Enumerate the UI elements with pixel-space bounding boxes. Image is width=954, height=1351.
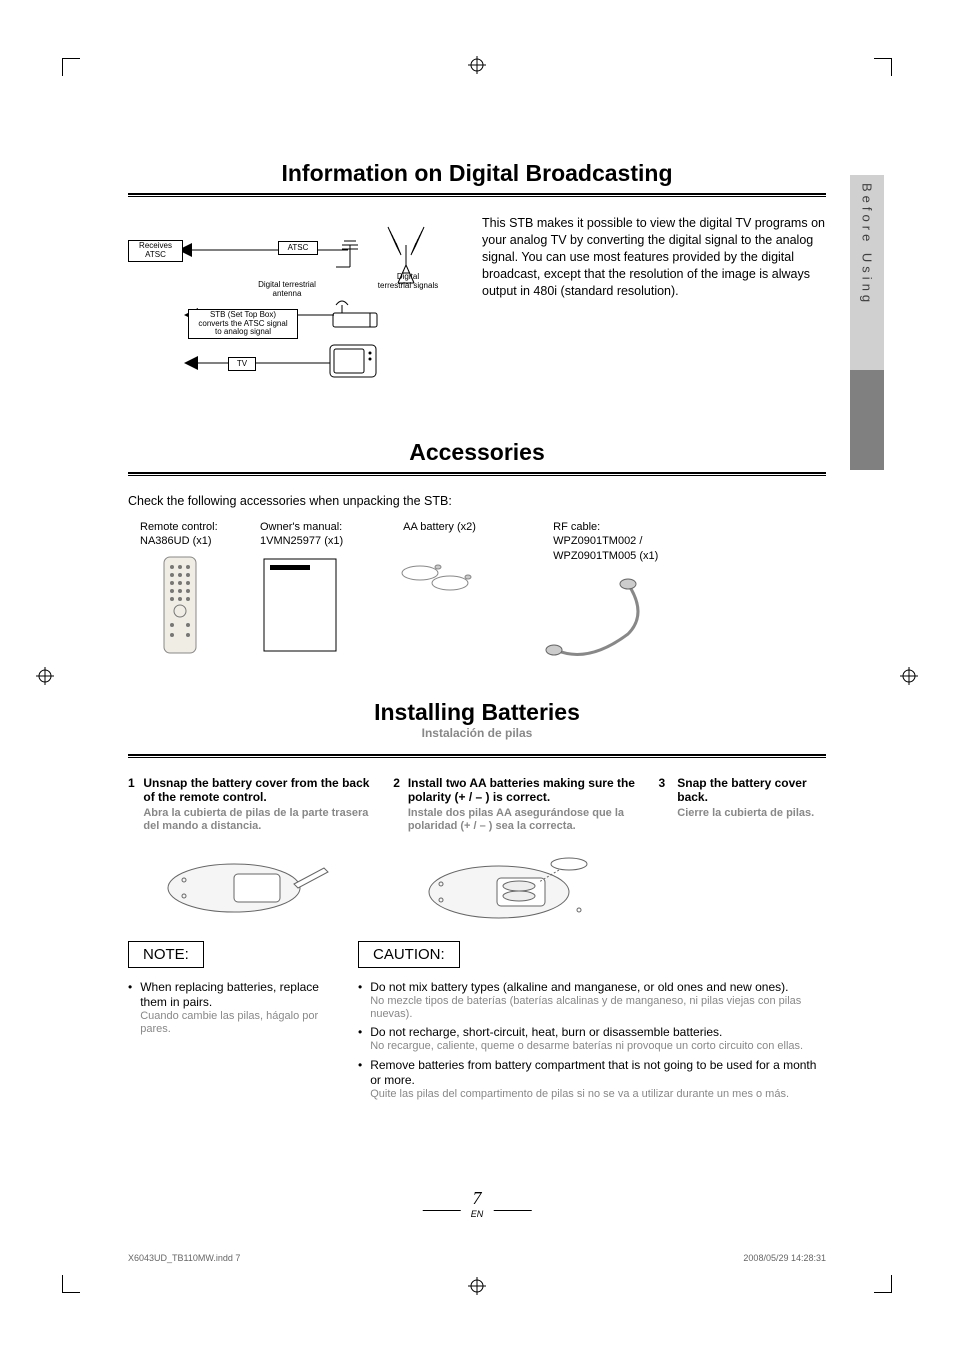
accessory-label: RF cable:WPZ0901TM002 /WPZ0901TM005 (x1)	[553, 520, 658, 563]
bullet-icon: •	[358, 1025, 362, 1053]
caution-label: CAUTION:	[358, 941, 460, 968]
accessory-label: AA battery (x2)	[403, 520, 483, 534]
note-text-spanish: Cuando cambie las pilas, hágalo por pare…	[140, 1010, 328, 1036]
section-tab-label: Before Using	[860, 183, 875, 306]
caution-text: Do not mix battery types (alkaline and m…	[370, 980, 826, 995]
bullet-icon: •	[358, 1058, 362, 1101]
manual-icon	[260, 555, 340, 655]
diagram-antenna-label: Digital terrestrialantenna	[248, 281, 326, 299]
section-title-batteries: Installing Batteries	[128, 699, 826, 726]
step-heading: Install two AA batteries making sure the…	[408, 776, 645, 805]
accessory-manual: Owner's manual:1VMN25977 (x1)	[260, 520, 343, 669]
accessory-battery: AA battery (x2)	[403, 520, 483, 669]
broadcast-diagram: Digitalterrestrial signals ReceivesATSC …	[128, 215, 468, 405]
diagram-signals-label: Digitalterrestrial signals	[373, 273, 443, 291]
section-subtitle-spanish: Instalación de pilas	[128, 726, 826, 740]
caution-text: Do not recharge, short-circuit, heat, bu…	[370, 1025, 803, 1040]
section-tab: Before Using	[850, 175, 884, 370]
page-number-value: 7	[471, 1188, 484, 1209]
section-stripe	[850, 370, 884, 470]
section-title-accessories: Accessories	[128, 439, 826, 466]
remote-batteries-illustration	[393, 843, 644, 933]
caution-text: Remove batteries from battery compartmen…	[370, 1058, 826, 1088]
caution-text-spanish: No mezcle tipos de baterías (baterías al…	[370, 995, 826, 1021]
step-sub-spanish: Abra la cubierta de pilas de la parte tr…	[143, 807, 379, 833]
note-block: NOTE: • When replacing batteries, replac…	[128, 941, 328, 1040]
bullet-icon: •	[128, 980, 132, 1036]
step-sub-spanish: Cierre la cubierta de pilas.	[677, 807, 826, 820]
caution-text-spanish: No recargue, caliente, queme o desarme b…	[370, 1040, 803, 1053]
step-3: 3 Snap the battery cover back. Cierre la…	[659, 776, 827, 933]
step-number: 1	[128, 776, 137, 833]
section-rule	[128, 472, 826, 476]
accessory-rf-cable: RF cable:WPZ0901TM002 /WPZ0901TM005 (x1)	[553, 520, 658, 669]
registration-mark	[900, 667, 918, 685]
page-number: 7 EN	[471, 1188, 484, 1219]
note-label: NOTE:	[128, 941, 204, 968]
footer-timestamp: 2008/05/29 14:28:31	[743, 1253, 826, 1263]
step-heading: Snap the battery cover back.	[677, 776, 826, 805]
accessories-intro: Check the following accessories when unp…	[128, 494, 826, 508]
remote-back-illustration	[128, 843, 379, 933]
remote-icon	[140, 555, 220, 655]
diagram-tv-box: TV	[228, 357, 256, 371]
caution-text-spanish: Quite las pilas del compartimento de pil…	[370, 1088, 826, 1101]
step-1: 1 Unsnap the battery cover from the back…	[128, 776, 379, 933]
section-rule	[128, 754, 826, 758]
step-sub-spanish: Instale dos pilas AA asegurándose que la…	[408, 807, 645, 833]
diagram-stb-box: STB (Set Top Box)converts the ATSC signa…	[188, 309, 298, 339]
info-paragraph: This STB makes it possible to view the d…	[482, 215, 826, 405]
page-lang: EN	[471, 1209, 484, 1219]
step-heading: Unsnap the battery cover from the back o…	[143, 776, 379, 805]
diagram-atsc-box: ATSC	[278, 241, 318, 255]
registration-mark	[36, 667, 54, 685]
battery-icon	[403, 540, 483, 600]
step-2: 2 Install two AA batteries making sure t…	[393, 776, 644, 933]
accessory-label: Owner's manual:1VMN25977 (x1)	[260, 520, 343, 549]
section-rule	[128, 193, 826, 197]
step-number: 3	[659, 776, 672, 820]
accessory-remote: Remote control:NA386UD (x1)	[140, 520, 220, 669]
print-footer: X6043UD_TB110MW.indd 7 2008/05/29 14:28:…	[128, 1253, 826, 1263]
note-text: When replacing batteries, replace them i…	[140, 980, 328, 1010]
page-content: Before Using Information on Digital Broa…	[70, 70, 884, 1281]
caution-block: CAUTION: • Do not mix battery types (alk…	[358, 941, 826, 1105]
accessory-label: Remote control:NA386UD (x1)	[140, 520, 220, 549]
bullet-icon: •	[358, 980, 362, 1021]
diagram-receives-box: ReceivesATSC	[128, 240, 183, 262]
footer-filename: X6043UD_TB110MW.indd 7	[128, 1253, 240, 1263]
section-title-info: Information on Digital Broadcasting	[128, 160, 826, 187]
cable-icon	[553, 569, 633, 669]
step-number: 2	[393, 776, 402, 833]
